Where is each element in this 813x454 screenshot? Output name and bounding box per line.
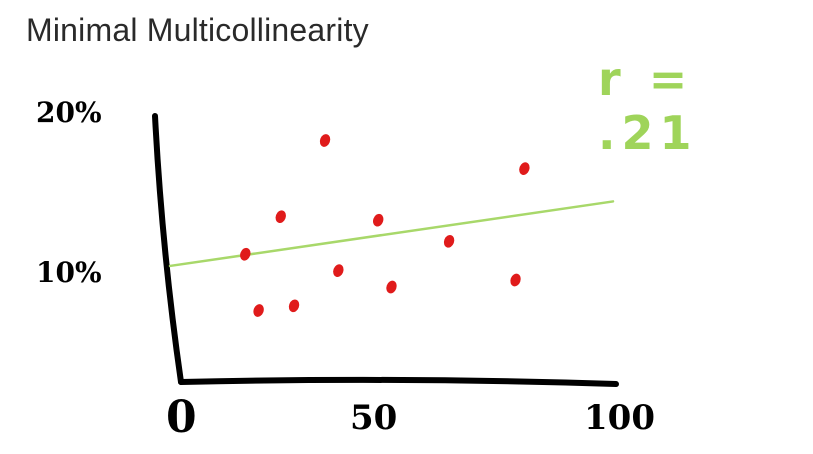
data-point-9 [386,280,397,294]
y-tick-label-20: 20% [36,96,102,129]
data-point-3 [275,210,286,224]
x-tick-label-0: 0 [166,392,197,443]
y-tick-label-10: 10% [36,256,102,289]
data-point-7 [333,264,344,277]
data-point-10 [288,299,300,313]
correlation-annotation: r = .21 [598,52,698,160]
y-axis-line [152,113,184,385]
trendline [168,200,615,268]
chart-title: Minimal Multicollinearity [26,12,369,48]
data-point-4 [373,213,384,227]
x-tick-label-50: 50 [350,398,398,438]
data-point-5 [443,234,455,248]
x-axis-line [178,376,619,387]
data-point-6 [240,247,251,261]
data-point-1 [319,134,331,147]
data-point-11 [253,304,264,317]
data-point-2 [519,162,530,175]
x-tick-label-100: 100 [584,398,655,438]
points-layer [240,134,530,317]
data-point-8 [510,273,521,287]
